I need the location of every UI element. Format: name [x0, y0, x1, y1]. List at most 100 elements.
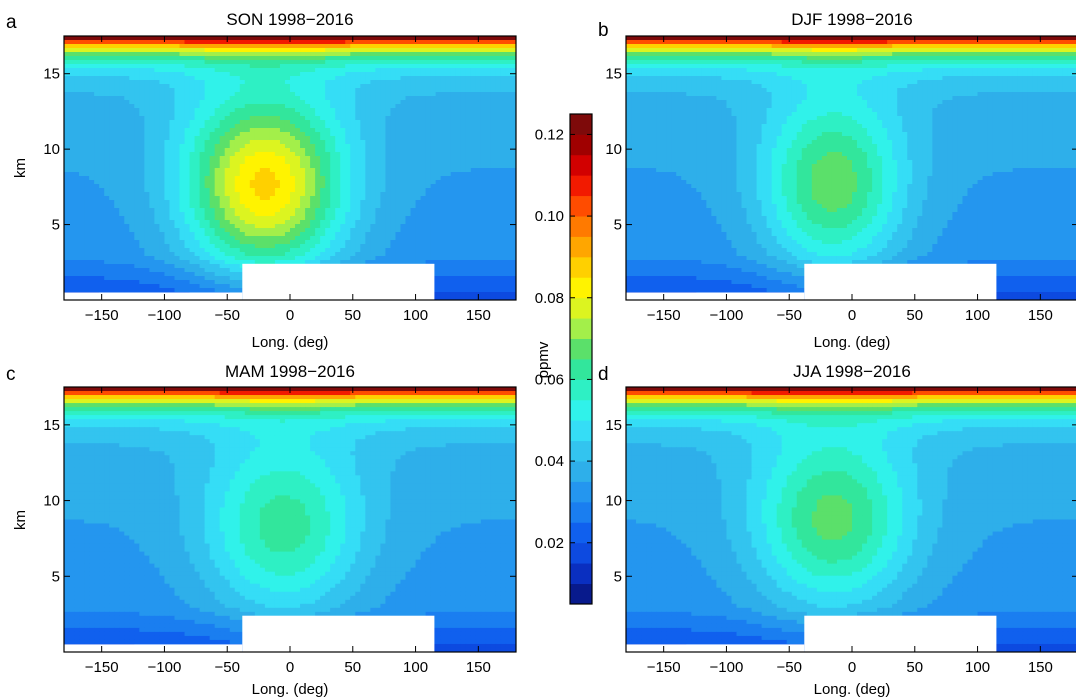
contour-cell: [149, 144, 155, 149]
contour-cell: [154, 152, 161, 157]
contour-cell: [179, 124, 186, 129]
contour-cell: [259, 96, 266, 101]
contour-cell: [224, 52, 231, 57]
contour-cell: [154, 196, 161, 201]
contour-cell: [345, 220, 351, 225]
contour-cell: [99, 180, 105, 185]
contour-cell: [485, 196, 492, 201]
contour-cell: [254, 128, 261, 133]
contour-cell: [149, 172, 155, 177]
contour-cell: [295, 116, 301, 121]
contour-cell: [154, 52, 161, 57]
contour-cell: [325, 176, 331, 181]
contour-cell: [259, 252, 266, 257]
contour-cell: [475, 144, 482, 149]
contour-cell: [460, 96, 467, 101]
contour-cell: [295, 188, 301, 193]
contour-cell: [284, 164, 291, 169]
contour-cell: [119, 240, 125, 245]
contour-cell: [345, 92, 351, 97]
contour-cell: [109, 244, 115, 249]
contour-cell: [139, 256, 145, 261]
contour-cell: [510, 144, 516, 149]
contour-cell: [259, 112, 266, 117]
contour-cell: [315, 60, 321, 65]
contour-cell: [370, 76, 376, 81]
contour-cell: [375, 56, 381, 61]
contour-cell: [355, 88, 361, 93]
contour-cell: [224, 148, 231, 153]
panel-a: a SON 1998−2016 −150 −100 −50 0 50 100 150 510…: [6, 10, 517, 351]
contour-cell: [184, 136, 191, 141]
contour-cell: [510, 172, 516, 177]
contour-cell: [169, 88, 176, 93]
contour-cell: [320, 212, 326, 217]
contour-cell: [189, 248, 196, 253]
contour-cell: [199, 68, 206, 73]
contour-cell: [400, 212, 407, 217]
contour-cell: [405, 228, 412, 233]
contour-cell: [79, 148, 85, 153]
contour-cell: [179, 136, 186, 141]
contour-cell: [360, 124, 366, 129]
contour-cell: [64, 140, 70, 145]
contour-cell: [330, 232, 336, 237]
contour-cell: [189, 128, 196, 133]
contour-cell: [480, 212, 487, 217]
contour-cell: [470, 84, 477, 89]
contour-cell: [395, 204, 402, 209]
contour-cell: [174, 200, 181, 205]
contour-cell: [300, 136, 306, 141]
contour-cell: [365, 212, 371, 217]
contour-cell: [315, 40, 321, 45]
contour-cell: [279, 160, 286, 165]
contour-cell: [114, 192, 120, 197]
contour-cell: [184, 108, 191, 113]
contour-cell: [425, 44, 432, 49]
contour-cell: [360, 244, 366, 249]
contour-cell: [69, 64, 75, 69]
contour-cell: [84, 128, 90, 133]
contour-cell: [164, 112, 171, 117]
contour-cell: [79, 104, 85, 109]
contour-cell: [295, 88, 301, 93]
contour-cell: [385, 240, 392, 245]
contour-cell: [310, 72, 316, 77]
contour-cell: [214, 96, 221, 101]
contour-cell: [495, 156, 502, 161]
contour-cell: [199, 96, 206, 101]
contour-cell: [189, 148, 196, 153]
contour-cell: [124, 104, 130, 109]
contour-cell: [204, 116, 211, 121]
contour-cell: [360, 40, 366, 45]
contour-cell: [229, 136, 236, 141]
contour-cell: [365, 220, 371, 225]
contour-cell: [149, 44, 155, 49]
contour-cell: [159, 116, 166, 121]
contour-cell: [320, 40, 326, 45]
contour-cell: [94, 124, 100, 129]
contour-cell: [450, 44, 457, 49]
contour-cell: [480, 224, 487, 229]
contour-cell: [284, 216, 291, 221]
contour-cell: [119, 188, 125, 193]
contour-cell: [445, 124, 452, 129]
contour-cell: [440, 140, 447, 145]
contour-cell: [189, 184, 196, 189]
contour-cell: [94, 220, 100, 225]
contour-cell: [360, 172, 366, 177]
contour-cell: [124, 216, 130, 221]
contour-cell: [300, 92, 306, 97]
contour-cell: [99, 100, 105, 105]
contour-cell: [420, 148, 427, 153]
contour-cell: [490, 128, 497, 133]
contour-cell: [199, 104, 206, 109]
contour-cell: [229, 132, 236, 137]
contour-cell: [430, 248, 437, 253]
contour-cell: [430, 72, 437, 77]
contour-cell: [184, 208, 191, 213]
contour-cell: [124, 240, 130, 245]
contour-cell: [264, 200, 271, 205]
contour-cell: [395, 104, 402, 109]
contour-cell: [129, 180, 135, 185]
